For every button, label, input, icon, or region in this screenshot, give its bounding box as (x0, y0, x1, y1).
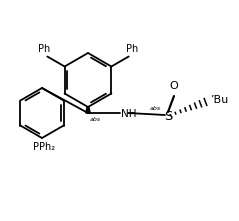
Text: O: O (170, 81, 178, 91)
Text: abs: abs (90, 117, 101, 122)
Text: Ph: Ph (125, 44, 138, 55)
Text: abs: abs (150, 107, 161, 112)
Text: S: S (164, 109, 172, 122)
Polygon shape (86, 107, 90, 113)
Text: Ph: Ph (38, 44, 50, 55)
Text: ’Bu: ’Bu (210, 95, 228, 105)
Text: NH: NH (121, 109, 136, 119)
Text: PPh₂: PPh₂ (33, 142, 55, 152)
